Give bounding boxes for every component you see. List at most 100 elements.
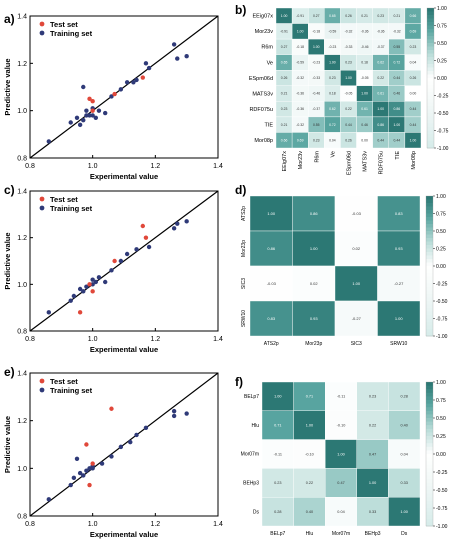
training-point <box>171 413 177 419</box>
colorbar-segment <box>426 301 433 305</box>
cell-value: 0.21 <box>394 14 401 18</box>
colorbar-segment <box>426 493 433 498</box>
training-point <box>171 226 177 231</box>
cell-value: 0.27 <box>281 45 288 49</box>
cell-value: 0.23 <box>329 76 336 80</box>
training-point <box>87 113 92 118</box>
training-point <box>143 61 149 66</box>
training-point <box>87 466 92 471</box>
cell-value: 1.00 <box>267 211 276 216</box>
cell-value: 0.66 <box>281 138 288 142</box>
panel-label-e: e) <box>4 365 15 379</box>
cell-value: 1.00 <box>395 316 404 321</box>
y-tick-label: 1.4 <box>17 14 27 21</box>
panel-label-a: a) <box>4 12 15 26</box>
y-tick-label: 1.2 <box>17 235 27 242</box>
y-tick-label: 0.8 <box>17 514 27 521</box>
cell-value: 0.18 <box>329 92 336 96</box>
colorbar-segment <box>427 127 434 131</box>
heatmap-cell <box>324 468 357 498</box>
training-point <box>134 77 139 83</box>
colorbar-segment <box>427 106 434 110</box>
cell-value: 0.18 <box>361 61 368 65</box>
colorbar-segment <box>426 287 433 291</box>
colorbar-segment <box>426 486 433 491</box>
colorbar-segment <box>426 280 433 284</box>
cell-value: 0.71 <box>274 423 281 427</box>
heatmap-cell <box>324 381 357 411</box>
training-point <box>93 115 99 120</box>
cell-value: 0.86 <box>394 107 401 111</box>
colorbar-label: -0.25 <box>436 470 448 476</box>
cell-value: 0.22 <box>369 423 376 427</box>
panel-label-b: b) <box>235 3 247 17</box>
y-axis-label: Predictive value <box>3 58 12 115</box>
cell-value: 1.00 <box>281 14 288 18</box>
panel-label-f: f) <box>235 375 243 389</box>
scatter-plot-c: 0.8 1.0 1.2 1.4 0.8 1.0 1.2 1.4 Experimental val… <box>3 189 223 355</box>
test-point <box>90 289 95 294</box>
colorbar-segment <box>427 57 434 61</box>
x-tick-label: 1.2 <box>150 521 160 528</box>
legend-marker <box>39 387 45 393</box>
colorbar-segment <box>427 109 434 114</box>
colorbar-segment <box>426 294 433 298</box>
x-tick-label: 1.4 <box>213 336 223 343</box>
colorbar-segment <box>426 497 433 502</box>
colorbar-segment <box>427 29 434 33</box>
colorbar-segment <box>427 64 434 68</box>
colorbar-segment <box>426 490 433 495</box>
heatmap-cell <box>293 410 326 440</box>
heatmap-cell <box>356 439 389 469</box>
cell-value: 0.21 <box>281 92 288 96</box>
cell-value: -0.36 <box>296 92 304 96</box>
colorbar-segment <box>426 396 433 401</box>
colorbar-label: -1.00 <box>437 146 449 152</box>
heatmap-cell <box>261 410 294 440</box>
training-point <box>118 258 124 264</box>
colorbar-segment <box>426 450 433 455</box>
colorbar-segment <box>426 206 433 211</box>
cell-value: -0.32 <box>296 76 304 80</box>
colorbar-label: 0.25 <box>436 247 446 253</box>
colorbar-label: -0.50 <box>437 111 449 117</box>
colorbar-segment <box>427 22 434 26</box>
cell-value: 0.61 <box>361 107 368 111</box>
colorbar-label: 0.75 <box>436 212 446 218</box>
x-axis-label: Experimental value <box>90 345 158 354</box>
colorbar-segment <box>427 74 434 79</box>
cell-value: 0.33 <box>401 481 408 485</box>
cell-value: 0.69 <box>410 29 417 33</box>
x-tick-label: 1.0 <box>88 521 98 528</box>
heatmap-cell <box>356 496 389 527</box>
colorbar-label: 0.50 <box>436 416 446 422</box>
cell-value: 1.00 <box>401 510 408 514</box>
test-point <box>90 99 95 104</box>
colorbar-segment <box>427 46 434 51</box>
cell-value: 0.21 <box>281 123 288 127</box>
test-point <box>112 91 117 97</box>
colorbar-segment <box>427 81 434 86</box>
cell-value: 0.55 <box>313 123 320 127</box>
y-axis-label: Predictive value <box>3 416 12 473</box>
cell-value: 0.72 <box>329 123 336 127</box>
colorbar-segment <box>426 224 433 228</box>
cell-value: 0.23 <box>274 481 281 485</box>
colorbar-segment <box>427 78 434 82</box>
training-point <box>46 139 51 144</box>
colorbar-segment <box>426 259 433 263</box>
heatmap-cell <box>249 195 293 232</box>
colorbar-segment <box>426 515 433 520</box>
training-point <box>90 277 95 282</box>
training-point <box>81 473 86 478</box>
colorbar-label: -0.75 <box>436 506 448 512</box>
training-point <box>90 282 95 287</box>
test-point <box>87 96 92 102</box>
colorbar-segment <box>426 504 433 509</box>
test-point <box>87 282 92 287</box>
scatter-plot-e: 0.8 1.0 1.2 1.4 0.8 1.0 1.2 1.4 Experimental val… <box>3 371 223 540</box>
colorbar-segment <box>426 425 433 430</box>
colorbar-segment <box>426 403 433 408</box>
cell-value: -0.37 <box>312 107 320 111</box>
cell-value: -0.05 <box>361 76 369 80</box>
